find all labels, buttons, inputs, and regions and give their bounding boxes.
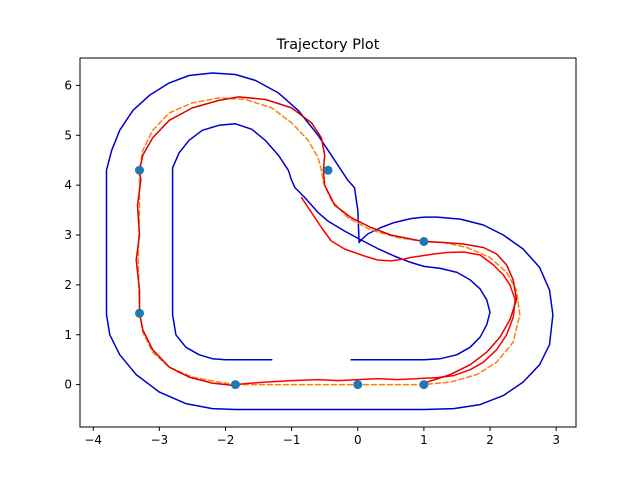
y-tick-label: 2 [64,278,72,292]
x-tick-label: −3 [151,433,169,447]
x-tick-label: 1 [420,433,428,447]
x-tick-label: −1 [283,433,301,447]
waypoint-marker [323,165,333,175]
y-tick-label: 0 [64,378,72,392]
waypoint-marker [353,380,363,390]
y-tick-label: 1 [64,328,72,342]
plot-area [79,57,577,428]
series-line-2 [105,72,554,411]
x-axis: −4 −3 −2 −1 0 1 2 3 [84,427,560,447]
y-axis: 0 1 2 3 4 5 6 [64,78,80,392]
waypoint-marker [135,308,145,318]
x-tick-label: 0 [354,433,362,447]
waypoint-marker [419,380,429,390]
y-tick-label: 5 [64,128,72,142]
y-tick-label: 4 [64,178,72,192]
series-line-1 [171,123,491,361]
chart-title: Trajectory Plot [276,37,380,53]
y-tick-label: 3 [64,228,72,242]
x-tick-label: 2 [486,433,494,447]
series-line-4 [234,196,516,386]
x-tick-label: −2 [217,433,235,447]
series-layer [105,72,554,411]
waypoint-marker [419,237,429,247]
y-tick-label: 6 [64,78,72,92]
axes-frame [79,57,577,428]
x-tick-label: 3 [552,433,560,447]
x-tick-label: −4 [84,433,102,447]
series-line-5 [135,96,518,387]
marker-layer [135,165,429,390]
waypoint-marker [135,165,145,175]
waypoint-marker [230,380,240,390]
